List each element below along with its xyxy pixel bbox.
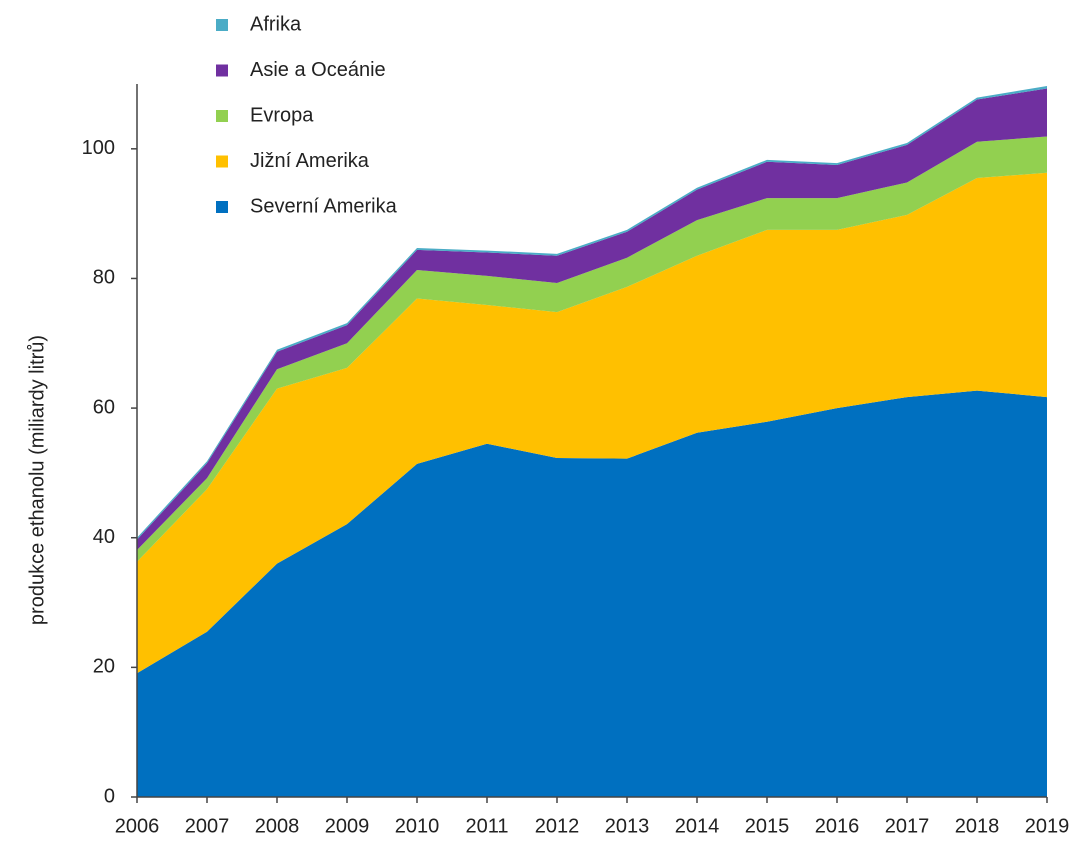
y-tick-label: 60	[93, 396, 115, 418]
x-tick-label: 2006	[115, 815, 160, 837]
legend-label: Asie a Oceánie	[250, 59, 386, 81]
legend-swatch	[216, 155, 228, 168]
x-tick-label: 2009	[325, 815, 370, 837]
x-tick-label: 2014	[675, 815, 720, 837]
legend-label: Evropa	[250, 104, 314, 126]
legend-label: Jižní Amerika	[250, 150, 370, 172]
x-tick-label: 2018	[955, 815, 1000, 837]
area	[137, 390, 1047, 797]
y-tick-label: 80	[93, 267, 115, 289]
legend-label: Severní Amerika	[250, 195, 398, 217]
x-tick-label: 2012	[535, 815, 580, 837]
y-axis-label: produkce ethanolu (miliardy litrů)	[26, 335, 48, 625]
y-tick-label: 0	[104, 785, 115, 807]
legend-label: Afrika	[250, 13, 302, 35]
legend-swatch	[216, 201, 228, 213]
legend-swatch	[216, 19, 228, 31]
x-tick-label: 2008	[255, 815, 300, 837]
x-tick-label: 2010	[395, 815, 440, 837]
x-tick-label: 2013	[605, 815, 650, 837]
area	[137, 88, 1047, 551]
legend-swatch	[216, 110, 228, 122]
area	[137, 172, 1047, 674]
y-tick-label: 40	[93, 526, 115, 548]
x-tick-label: 2007	[185, 815, 230, 837]
x-tick-label: 2011	[465, 815, 508, 837]
x-tick-label: 2015	[745, 815, 790, 837]
x-tick-label: 2019	[1025, 815, 1070, 837]
legend-swatch	[216, 64, 228, 77]
x-tick-label: 2017	[885, 815, 930, 837]
y-tick-label: 20	[93, 656, 115, 678]
area	[137, 136, 1047, 562]
y-tick-label: 100	[82, 137, 115, 159]
x-tick-label: 2016	[815, 815, 860, 837]
